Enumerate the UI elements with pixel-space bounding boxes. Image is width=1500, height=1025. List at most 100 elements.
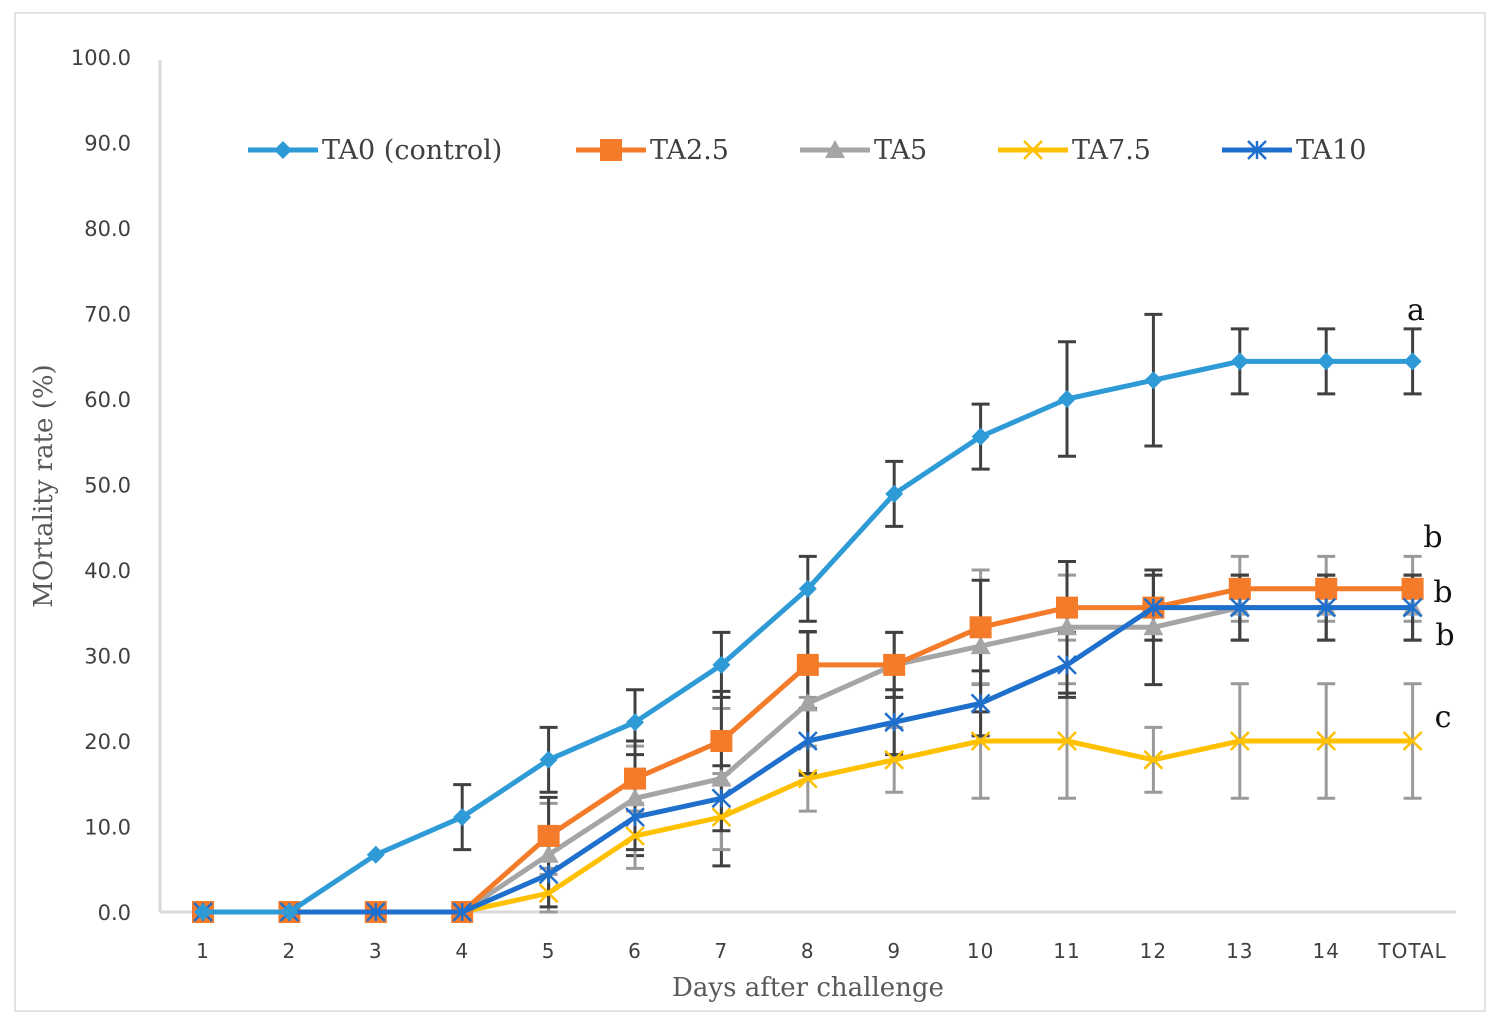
marker-diamond (194, 903, 212, 921)
marker-star (711, 788, 732, 809)
marker-x (1023, 140, 1043, 160)
marker-square (710, 730, 733, 752)
marker-triangle (538, 844, 559, 863)
marker-square (600, 139, 622, 161)
marker-square (624, 767, 646, 790)
marker-star (365, 902, 386, 922)
marker-diamond (1144, 371, 1163, 390)
x-tick-label: 4 (455, 939, 469, 963)
marker-diamond (1403, 352, 1422, 371)
y-tick-label: 30.0 (84, 645, 131, 669)
y-tick-label: 40.0 (84, 559, 131, 583)
marker-star (797, 731, 818, 751)
series-lines (192, 352, 1424, 923)
x-tick-label: 11 (1053, 939, 1080, 963)
marker-x (884, 749, 905, 770)
legend-label: TA5 (874, 135, 927, 166)
marker-square (883, 653, 906, 676)
marker-diamond (453, 808, 472, 827)
x-tick-label: 6 (628, 939, 642, 963)
x-tick-label: 7 (715, 939, 729, 963)
marker-x (797, 768, 818, 789)
marker-star (1402, 597, 1423, 618)
y-tick-labels: 0.0 10.0 20.0 30.0 40.0 50.0 60.0 70.0 80.0 90.0 1… (71, 46, 131, 925)
y-axis-title: MOrtality rate (%) (29, 364, 59, 607)
marker-triangle (825, 140, 845, 158)
marker-square (1228, 577, 1251, 600)
marker-x (1316, 731, 1337, 751)
marker-star (1247, 140, 1267, 160)
marker-x (1057, 731, 1077, 751)
marker-x (538, 883, 559, 904)
marker-triangle (1143, 617, 1164, 636)
marker-diamond (280, 903, 299, 921)
y-tick-label: 60.0 (84, 388, 131, 412)
legend: TA0 (control) TA2.5 TA5 TA7.5 TA10 (248, 135, 1366, 166)
marker-diamond (274, 141, 292, 159)
legend-item: TA2.5 (576, 135, 729, 166)
marker-star (538, 864, 559, 885)
marker-star (1057, 655, 1077, 675)
marker-square (537, 824, 560, 847)
significance-letter: b (1433, 575, 1452, 610)
marker-star (1316, 597, 1337, 618)
x-tick-label: 12 (1140, 939, 1167, 963)
marker-triangle (711, 768, 732, 787)
marker-diamond (626, 713, 644, 732)
x-axis-title: Days after challenge (672, 973, 944, 1003)
y-tick-label: 80.0 (84, 217, 131, 241)
legend-item: TA7.5 (998, 135, 1151, 166)
x-tick-label: 13 (1226, 939, 1253, 963)
legend-label: TA0 (control) (322, 135, 502, 166)
marker-x (1402, 731, 1423, 751)
y-tick-label: 50.0 (84, 474, 131, 498)
marker-diamond (798, 579, 817, 598)
y-tick-label: 70.0 (84, 303, 131, 327)
x-tick-label: 5 (542, 939, 556, 963)
marker-square (969, 616, 992, 639)
marker-triangle (625, 788, 645, 807)
significance-letter: b (1435, 618, 1454, 653)
marker-x (1229, 731, 1250, 751)
marker-diamond (1230, 352, 1249, 371)
marker-diamond (712, 655, 731, 674)
marker-x (711, 807, 732, 827)
x-tick-label: 3 (369, 939, 383, 963)
chart-frame (14, 12, 1486, 1012)
marker-triangle (797, 693, 818, 712)
legend-label: TA7.5 (1072, 135, 1151, 166)
marker-diamond (1317, 352, 1336, 371)
marker-star (1229, 597, 1250, 618)
marker-square (796, 653, 819, 676)
marker-x (970, 731, 991, 751)
x-tick-labels: 1 2 3 4 5 6 7 8 9 10 11 12 13 14 TOTAL (196, 939, 1446, 963)
marker-triangle (1057, 617, 1077, 636)
marker-star (625, 807, 645, 827)
legend-label: TA2.5 (650, 135, 729, 166)
marker-square (1315, 577, 1338, 600)
marker-diamond (366, 845, 385, 864)
marker-x (1143, 749, 1164, 770)
marker-x (625, 826, 645, 846)
marker-star (884, 712, 905, 733)
marker-diamond (1058, 390, 1076, 408)
legend-label: TA10 (1296, 135, 1366, 166)
legend-item: TA5 (800, 135, 927, 166)
marker-square (1401, 577, 1424, 600)
x-tick-label: 1 (196, 939, 210, 963)
y-tick-label: 20.0 (84, 730, 131, 754)
x-tick-label: 14 (1312, 939, 1339, 963)
marker-square (1056, 596, 1078, 619)
x-tick-label: 8 (801, 939, 815, 963)
x-tick-label: 2 (283, 939, 297, 963)
marker-diamond (539, 750, 558, 769)
marker-star (1143, 597, 1164, 618)
marker-triangle (970, 636, 991, 655)
y-tick-label: 100.0 (71, 46, 131, 70)
legend-item: TA0 (control) (248, 135, 502, 166)
x-tick-label: 9 (887, 939, 901, 963)
y-tick-label: 90.0 (84, 132, 131, 156)
y-tick-label: 0.0 (98, 901, 131, 925)
